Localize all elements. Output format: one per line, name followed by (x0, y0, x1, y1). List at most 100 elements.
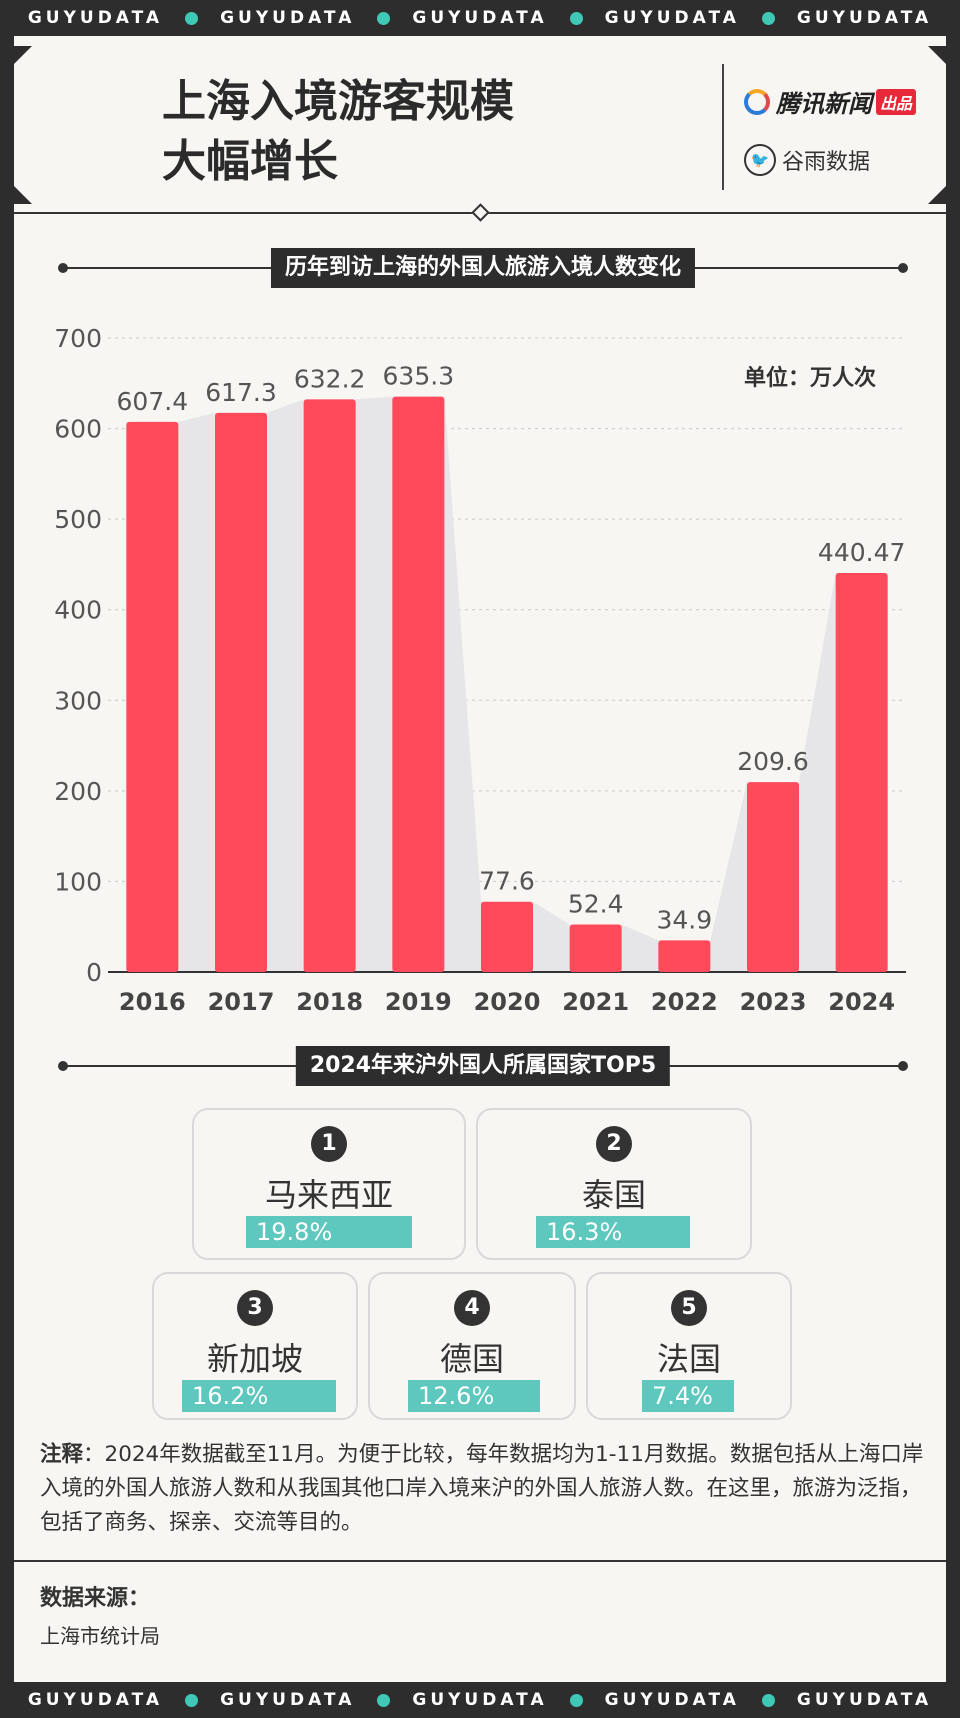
data-label: 52.4 (568, 890, 624, 919)
section-title: 历年到访上海的外国人旅游入境人数变化 (270, 248, 696, 288)
country-card: 3 新加坡 16.2% (152, 1272, 358, 1420)
bar (481, 901, 533, 972)
data-label: 607.4 (117, 387, 189, 416)
percentage-bar: 16.3% (536, 1216, 690, 1248)
rank-badge: 4 (454, 1290, 490, 1326)
percentage-bar: 7.4% (642, 1380, 734, 1412)
ribbon-dot (377, 1693, 391, 1707)
country-card: 5 法国 7.4% (586, 1272, 792, 1420)
section-line-dot (58, 1061, 68, 1071)
data-label: 632.2 (294, 364, 366, 393)
percentage-bar: 16.2% (182, 1380, 336, 1412)
ribbon-dot (185, 1693, 199, 1707)
bar (392, 396, 445, 972)
x-tick-label: 2019 (385, 988, 452, 1016)
data-label: 440.47 (818, 538, 905, 567)
header-divider (722, 64, 724, 190)
footnote: 注释：2024年数据截至11月。为便于比较，每年数据均为1-11月数据。数据包括… (40, 1438, 930, 1540)
bar (303, 399, 356, 972)
diamond-icon (471, 203, 490, 222)
tencent-logo-name: 腾讯新闻 (776, 90, 872, 118)
x-tick-label: 2024 (828, 988, 895, 1016)
y-tick-label: 200 (54, 777, 102, 806)
country-card: 4 德国 12.6% (368, 1272, 576, 1420)
bottom-ribbon: GUYUDATA GUYUDATA GUYUDATA GUYUDATA GUYUDATA (0, 1682, 960, 1718)
bar (658, 940, 711, 972)
bar (835, 573, 888, 972)
x-tick-label: 2021 (562, 988, 629, 1016)
x-tick-label: 2018 (296, 988, 363, 1016)
ribbon-text: GUYUDATA (27, 1690, 164, 1710)
section-title: 2024年来沪外国人所属国家TOP5 (295, 1046, 671, 1086)
section-line-dot (58, 263, 68, 273)
rank-badge: 2 (596, 1126, 632, 1162)
bar (747, 782, 799, 972)
chart-unit: 单位：万人次 (744, 366, 877, 391)
ribbon-text: GUYUDATA (604, 8, 740, 28)
country-card: 1 马来西亚 19.8% (192, 1108, 466, 1260)
corner-decoration (928, 46, 946, 64)
data-label: 635.3 (383, 362, 455, 391)
rank-badge: 1 (311, 1126, 347, 1162)
ribbon-dot (377, 11, 391, 25)
x-tick-label: 2023 (740, 988, 807, 1016)
section-header-top5: 2024年来沪外国人所属国家TOP5 (58, 1046, 908, 1086)
data-label: 77.6 (479, 867, 535, 896)
y-tick-label: 300 (54, 686, 102, 715)
country-name: 新加坡 (206, 1340, 303, 1378)
y-tick-label: 500 (54, 505, 102, 534)
ribbon-dot (761, 11, 775, 25)
corner-decoration (14, 46, 32, 64)
x-tick-label: 2020 (474, 988, 541, 1016)
ribbon-text: GUYUDATA (220, 8, 356, 28)
source-title: 数据来源： (40, 1586, 151, 1611)
ribbon-text: GUYUDATA (220, 1690, 356, 1710)
footnote-text: ：2024年数据截至11月。为便于比较，每年数据均为1-11月数据。数据包括从上… (40, 1442, 924, 1535)
section-line-dot (898, 263, 908, 273)
corner-decoration (928, 186, 946, 204)
footnote-label: 注释 (40, 1442, 84, 1467)
ribbon-text: GUYUDATA (604, 1690, 740, 1710)
x-tick-label: 2016 (119, 988, 186, 1016)
rank-badge: 3 (237, 1290, 273, 1326)
title-line-1: 上海入境游客规模 (162, 76, 514, 127)
ribbon-text: GUYUDATA (412, 8, 548, 28)
ribbon-dot (569, 11, 583, 25)
country-name: 马来西亚 (264, 1176, 393, 1214)
data-label: 209.6 (737, 747, 809, 776)
source-divider (14, 1560, 946, 1562)
percentage-bar: 12.6% (408, 1380, 540, 1412)
percentage-bar: 19.8% (246, 1216, 412, 1248)
corner-decoration (14, 186, 32, 204)
ribbon-dot (185, 11, 199, 25)
x-tick-label: 2022 (651, 988, 718, 1016)
y-tick-label: 0 (86, 958, 102, 987)
title-line-2: 大幅增长 (162, 136, 338, 187)
y-tick-label: 600 (54, 415, 102, 444)
ribbon-dot (569, 1693, 583, 1707)
tencent-logo-badge: 出品 (876, 88, 917, 115)
data-label: 617.3 (205, 378, 277, 407)
bar (569, 924, 622, 972)
guyu-bird-icon: 🐦 (744, 144, 776, 176)
ribbon-text: GUYUDATA (412, 1690, 548, 1710)
country-name: 法国 (656, 1340, 721, 1378)
ribbon-text: GUYUDATA (796, 1690, 933, 1710)
country-name: 泰国 (581, 1176, 646, 1214)
ribbon-text: GUYUDATA (27, 8, 164, 28)
page-title: 上海入境游客规模 大幅增长 (162, 72, 514, 192)
tencent-news-logo: 腾讯新闻 出品 (744, 84, 917, 119)
top-ribbon: GUYUDATA GUYUDATA GUYUDATA GUYUDATA GUYUDATA (0, 0, 960, 36)
y-tick-label: 700 (54, 324, 102, 353)
section-line-dot (898, 1061, 908, 1071)
country-name: 德国 (439, 1340, 504, 1378)
y-tick-label: 400 (54, 596, 102, 625)
guyu-data-logo: 🐦 谷雨数据 (744, 144, 870, 176)
y-tick-label: 100 (54, 867, 102, 896)
source-text: 上海市统计局 (40, 1624, 160, 1648)
data-label: 34.9 (656, 905, 712, 934)
section-header-chart: 历年到访上海的外国人旅游入境人数变化 (58, 248, 908, 288)
guyu-logo-name: 谷雨数据 (782, 150, 871, 175)
rank-badge: 5 (671, 1290, 707, 1326)
ribbon-text: GUYUDATA (796, 8, 933, 28)
